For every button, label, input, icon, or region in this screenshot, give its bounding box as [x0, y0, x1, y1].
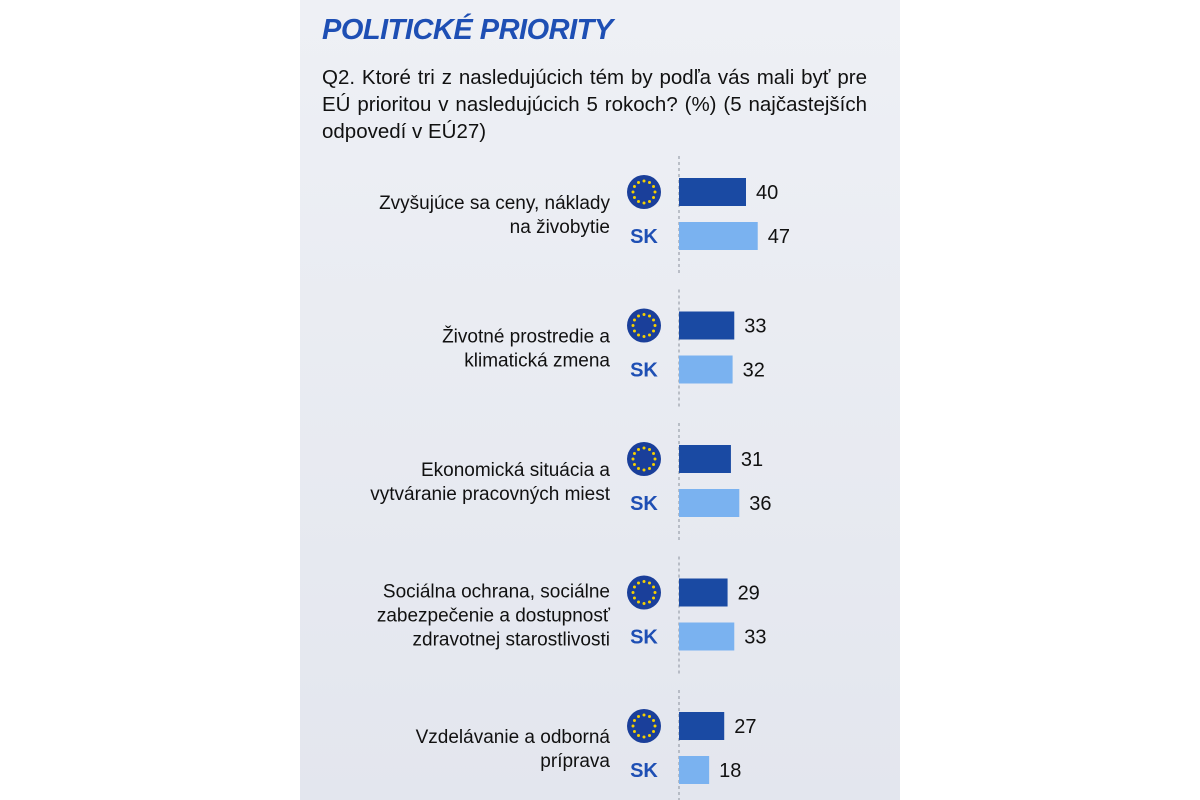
- sk-bar: [679, 756, 710, 784]
- category-label: Životné prostredie a klimatická zmena: [442, 326, 610, 372]
- sk-series-label: SK: [630, 760, 658, 782]
- eu-flag-icon: [627, 308, 661, 343]
- chart-title: POLITICKÉ PRIORITY: [322, 14, 613, 46]
- eu-flag-icon: [627, 175, 661, 209]
- eu-flag-icon: [627, 575, 661, 610]
- eu-value-label: 31: [741, 449, 763, 471]
- sk-series-label: SK: [630, 627, 658, 649]
- eu-bar: [679, 445, 731, 473]
- sk-value-label: 36: [749, 493, 771, 515]
- chart-panel: POLITICKÉ PRIORITY Q2. Ktoré tri z nasle…: [300, 0, 900, 800]
- eu-bar: [679, 712, 725, 740]
- sk-value-label: 47: [768, 226, 790, 248]
- eu-bar: [679, 311, 735, 340]
- sk-bar: [679, 222, 758, 250]
- sk-series-label: SK: [630, 493, 658, 515]
- category-label: Sociálna ochrana, sociálne zabezpečenie a…: [377, 582, 611, 651]
- eu-bar: [679, 578, 728, 607]
- sk-series-label: SK: [630, 360, 658, 382]
- category-label: Ekonomická situácia a vytváranie pracovný…: [370, 460, 610, 505]
- eu-value-label: 40: [756, 182, 778, 204]
- eu-value-label: 27: [734, 716, 756, 738]
- sk-bar: [679, 622, 735, 651]
- category-label: Vzdelávanie a odborná príprava: [416, 727, 611, 772]
- sk-value-label: 18: [719, 760, 741, 782]
- eu-value-label: 33: [744, 316, 766, 338]
- bar-chart: Zvyšujúce sa ceny, náklady na živobytie SK…: [370, 156, 790, 800]
- sk-value-label: 33: [744, 627, 766, 649]
- eu-value-label: 29: [738, 583, 760, 605]
- sk-value-label: 32: [743, 360, 765, 382]
- sk-bar: [679, 355, 733, 384]
- eu-flag-icon: [627, 709, 661, 743]
- sk-bar: [679, 489, 740, 517]
- category-label: Zvyšujúce sa ceny, náklady na živobytie: [379, 193, 610, 238]
- question-text: Q2. Ktoré tri z nasledujúcich tém by pod…: [322, 66, 867, 143]
- sk-series-label: SK: [630, 226, 658, 248]
- eu-bar: [679, 178, 746, 206]
- eu-flag-icon: [627, 442, 661, 476]
